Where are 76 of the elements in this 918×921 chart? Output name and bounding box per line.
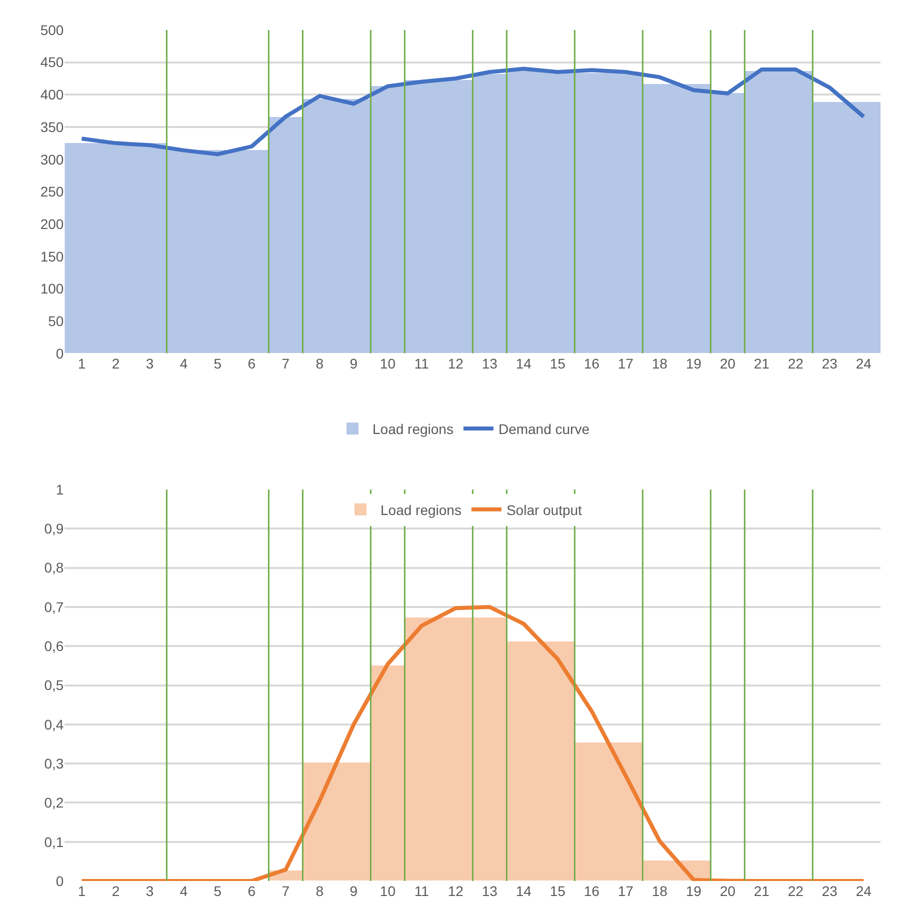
- y-tick-label: 0: [56, 345, 64, 362]
- x-tick-label: 17: [618, 355, 634, 372]
- y-tick-label: 450: [40, 54, 64, 70]
- x-tick-label: 24: [856, 355, 872, 372]
- x-tick-label: 13: [482, 883, 498, 899]
- x-tick-label: 8: [316, 883, 324, 899]
- x-tick-label: 16: [584, 883, 600, 899]
- legend-label: Solar output: [506, 502, 582, 518]
- x-tick-label: 15: [550, 355, 566, 372]
- y-tick-label: 0,8: [44, 560, 64, 576]
- x-tick-label: 1: [78, 355, 86, 372]
- y-tick-label: 100: [40, 280, 64, 297]
- legend-label: Demand curve: [498, 421, 590, 438]
- x-tick-label: 15: [550, 883, 566, 899]
- x-tick-label: 7: [282, 355, 290, 372]
- x-tick-label: 12: [448, 355, 464, 372]
- x-tick-label: 24: [856, 883, 872, 899]
- x-tick-label: 16: [584, 355, 600, 372]
- x-tick-label: 13: [482, 355, 498, 372]
- y-tick-label: 200: [40, 216, 64, 232]
- x-tick-label: 7: [282, 883, 290, 899]
- x-tick-label: 11: [414, 355, 430, 372]
- x-tick-label: 6: [248, 355, 256, 372]
- x-tick-label: 18: [652, 355, 668, 372]
- y-tick-label: 0,2: [44, 794, 64, 811]
- y-tick-label: 0,4: [44, 716, 64, 732]
- y-tick-label: 0,1: [44, 834, 64, 850]
- x-tick-label: 3: [146, 355, 154, 372]
- x-tick-label: 10: [380, 355, 396, 372]
- y-tick-label: 400: [40, 86, 64, 103]
- x-tick-label: 22: [788, 883, 804, 899]
- x-tick-label: 19: [686, 355, 702, 372]
- y-tick-label: 350: [40, 118, 64, 135]
- x-tick-label: 2: [112, 883, 120, 899]
- y-tick-label: 50: [48, 312, 64, 329]
- y-tick-label: 500: [40, 22, 64, 38]
- x-tick-label: 14: [516, 355, 532, 372]
- x-tick-label: 23: [822, 883, 838, 899]
- y-tick-label: 0,6: [44, 638, 64, 654]
- y-tick-label: 0,9: [44, 520, 64, 537]
- x-tick-label: 20: [720, 355, 736, 372]
- x-tick-label: 21: [754, 883, 770, 899]
- x-tick-label: 18: [652, 883, 668, 899]
- y-tick-label: 0,5: [44, 677, 64, 694]
- x-tick-label: 1: [78, 883, 86, 899]
- x-tick-label: 10: [380, 883, 396, 899]
- line-series: [80, 66, 866, 156]
- x-tick-label: 19: [686, 883, 702, 899]
- y-tick-label: 250: [40, 184, 64, 200]
- x-tick-label: 3: [146, 883, 154, 899]
- legend-label: Load regions: [380, 502, 462, 518]
- x-tick-label: 9: [350, 355, 358, 372]
- x-tick-label: 20: [720, 883, 736, 899]
- x-tick-label: 9: [350, 883, 358, 899]
- x-tick-label: 6: [248, 883, 256, 899]
- x-tick-label: 4: [180, 355, 188, 372]
- y-tick-label: 0,3: [44, 755, 64, 772]
- x-tick-label: 5: [214, 883, 222, 899]
- x-tick-label: 4: [180, 883, 188, 899]
- x-tick-label: 8: [316, 355, 324, 372]
- x-tick-label: 23: [822, 355, 838, 372]
- legend-label: Load regions: [372, 421, 454, 438]
- x-tick-label: 14: [516, 883, 532, 899]
- y-tick-label: 0: [56, 872, 64, 889]
- x-tick-label: 22: [788, 355, 804, 372]
- y-tick-label: 0,7: [44, 598, 64, 615]
- y-tick-label: 1: [56, 481, 64, 498]
- line-series: [80, 604, 866, 881]
- x-tick-label: 11: [414, 883, 430, 899]
- y-tick-label: 300: [40, 151, 64, 168]
- x-tick-label: 5: [214, 355, 222, 372]
- x-tick-label: 2: [112, 355, 120, 372]
- x-tick-label: 17: [618, 883, 634, 899]
- x-tick-label: 21: [754, 355, 770, 372]
- y-tick-label: 150: [40, 248, 64, 264]
- x-tick-label: 12: [448, 883, 464, 899]
